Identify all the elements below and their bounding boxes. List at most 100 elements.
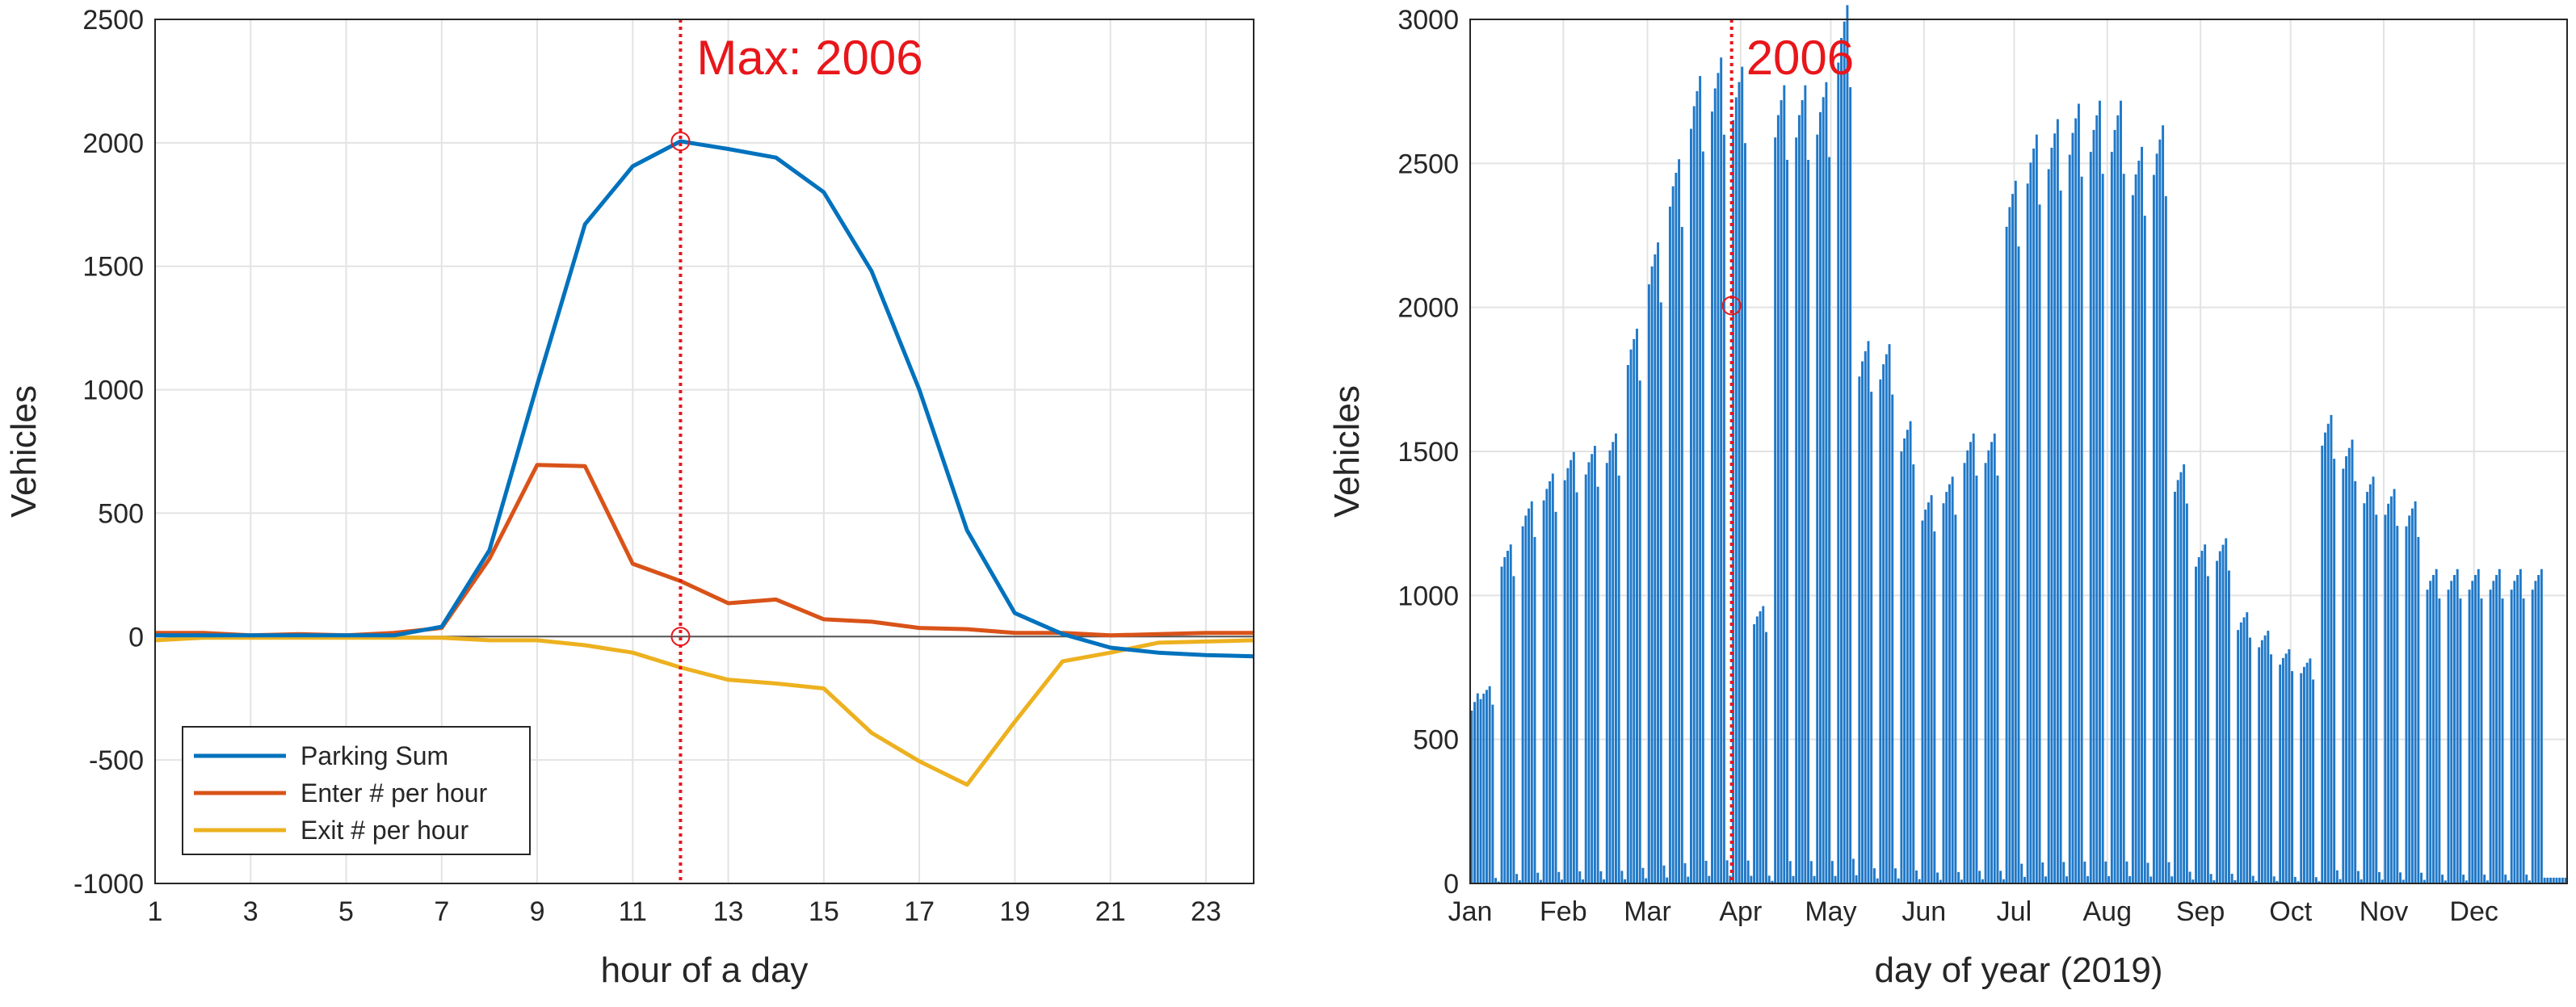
day-bar [2167,862,2170,883]
day-bar [2200,551,2204,883]
day-bar [2195,566,2197,883]
day-bar [2255,880,2258,883]
day-bar [2092,129,2095,883]
right-month-tick-label: Feb [1540,896,1587,927]
day-bar [1638,380,1641,883]
day-bar [1713,88,1717,883]
right-y-tick-label: 2500 [1397,149,1459,179]
day-bar [1945,492,1948,883]
day-bar [1572,451,1575,883]
day-bar [2077,103,2080,884]
day-bar [1743,143,1746,883]
day-bar [1528,508,1531,883]
day-bar [1482,693,1486,883]
day-bar [2408,515,2411,883]
day-bar [2363,503,2366,883]
right-month-tick-label: Jan [1448,896,1493,927]
day-bar [2155,153,2158,883]
day-bar [2230,874,2234,883]
day-bar [2492,581,2495,883]
day-bar [2459,598,2462,883]
day-bar [1948,484,1951,883]
day-bar [1885,354,1888,883]
day-bar [1678,159,1681,883]
day-bar [2089,152,2092,884]
day-bar [1939,879,1942,883]
day-bar [1626,365,1629,883]
day-bar [2480,598,2483,883]
day-bar [2179,472,2183,883]
day-bar [2035,134,2038,884]
day-bar [1521,526,1524,883]
day-bar [2249,637,2251,883]
day-bar [2213,880,2216,883]
day-bar [2366,492,2369,883]
day-bar [2501,598,2504,883]
day-bar [2351,439,2354,883]
legend-label-enter: Enter # per hour [300,778,488,808]
day-bar [2314,877,2318,883]
day-bar [2507,880,2510,883]
day-bar [2239,622,2242,883]
day-bar [2143,216,2146,884]
day-bar [2221,544,2225,883]
day-bar [2017,246,2020,883]
day-bar [2543,877,2546,883]
day-bar [2335,870,2339,883]
day-bar [1771,880,1774,883]
day-bar [1659,302,1662,883]
day-bar [2023,876,2026,883]
day-bar [2197,556,2200,883]
day-bar [2297,881,2300,883]
day-bar [2029,162,2032,883]
day-bar [2288,648,2291,883]
day-bar [1680,226,1683,883]
left-max-annotation: Max: 2006 [696,31,922,85]
day-bar [1741,66,1744,883]
day-bar [1755,616,1759,883]
day-bar [2284,653,2288,883]
right-y-axis-label: Vehicles [1327,385,1367,518]
day-bar [1872,868,1876,883]
right-month-tick-label: Apr [1719,896,1762,927]
day-bar [1557,871,1561,883]
day-bar [2471,581,2474,883]
day-bar [2504,875,2507,883]
day-bar [1515,874,1519,883]
day-bar [1795,137,1798,883]
day-bar [2447,590,2450,883]
legend-box [182,726,531,855]
day-bar [1692,106,1696,883]
day-bar [1783,85,1786,884]
day-bar [2146,862,2149,883]
day-bar [2188,871,2191,883]
day-bar [2272,876,2276,883]
day-bar [1584,474,1587,883]
day-bar [1990,442,1993,883]
day-bar [2251,875,2255,883]
day-bar [2417,537,2420,883]
day-bar [1690,128,1692,884]
day-bar [2107,875,2111,883]
day-bar [2014,180,2017,884]
day-bar [2528,880,2531,883]
day-bar [2513,581,2516,883]
day-bar [1978,871,1981,883]
day-bar [1975,475,1978,883]
day-bar [2152,174,2155,884]
day-bar [1753,624,1756,883]
day-bar [2183,464,2186,883]
right-y-tick-label: 2000 [1397,293,1459,324]
day-bar [2218,551,2221,883]
day-bar [2056,119,2059,884]
day-bar [2008,207,2011,883]
day-bar [1645,878,1648,883]
day-bar [1906,430,1909,883]
day-bar [2405,526,2408,883]
day-bar [2309,658,2312,883]
day-bar [2531,590,2534,883]
day-bar [1891,394,1894,883]
right-month-tick-label: May [1805,896,1856,927]
day-bar [1767,875,1771,883]
day-bar [1701,151,1704,884]
